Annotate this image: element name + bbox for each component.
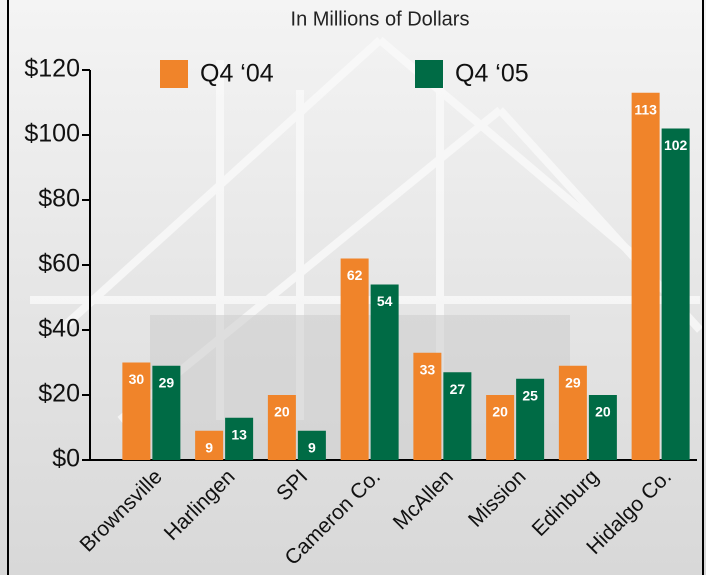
y-tick-label: $20 <box>38 380 80 408</box>
bar <box>370 284 399 460</box>
value-label: 54 <box>377 293 393 309</box>
value-label: 9 <box>205 439 213 455</box>
y-tick-label: $120 <box>24 55 80 83</box>
bar <box>588 395 617 460</box>
y-tick-label: $0 <box>52 445 80 473</box>
bar <box>297 430 326 460</box>
value-label: 29 <box>565 374 581 390</box>
value-label: 33 <box>420 361 436 377</box>
value-label: 29 <box>159 374 175 390</box>
bar <box>631 92 660 460</box>
bar <box>152 365 181 460</box>
bar <box>225 417 254 460</box>
bar <box>486 395 515 460</box>
y-tick-label: $40 <box>38 315 80 343</box>
value-label: 20 <box>492 404 508 420</box>
legend-swatch <box>415 60 443 88</box>
value-label: 20 <box>595 404 611 420</box>
bar <box>122 362 151 460</box>
value-label: 20 <box>274 404 290 420</box>
y-tick-label: $100 <box>24 120 80 148</box>
value-label: 102 <box>664 137 688 153</box>
bar <box>516 378 545 460</box>
bar <box>340 258 369 460</box>
value-label: 13 <box>231 426 247 442</box>
y-tick-label: $60 <box>38 250 80 278</box>
bar <box>195 430 224 460</box>
bar <box>558 365 587 460</box>
legend-label: Q4 ‘04 <box>200 60 274 88</box>
value-label: 27 <box>450 381 466 397</box>
value-label: 113 <box>634 101 657 117</box>
legend-label: Q4 ‘05 <box>455 60 529 88</box>
bar <box>413 352 442 460</box>
value-label: 9 <box>308 439 316 455</box>
value-label: 62 <box>347 267 363 283</box>
bar <box>267 395 296 460</box>
bar <box>661 128 690 460</box>
bar <box>443 372 472 460</box>
y-tick-label: $80 <box>38 185 80 213</box>
chart-title: In Millions of Dollars <box>291 8 470 30</box>
legend-swatch <box>160 60 188 88</box>
value-label: 25 <box>522 387 538 403</box>
value-label: 30 <box>129 371 145 387</box>
